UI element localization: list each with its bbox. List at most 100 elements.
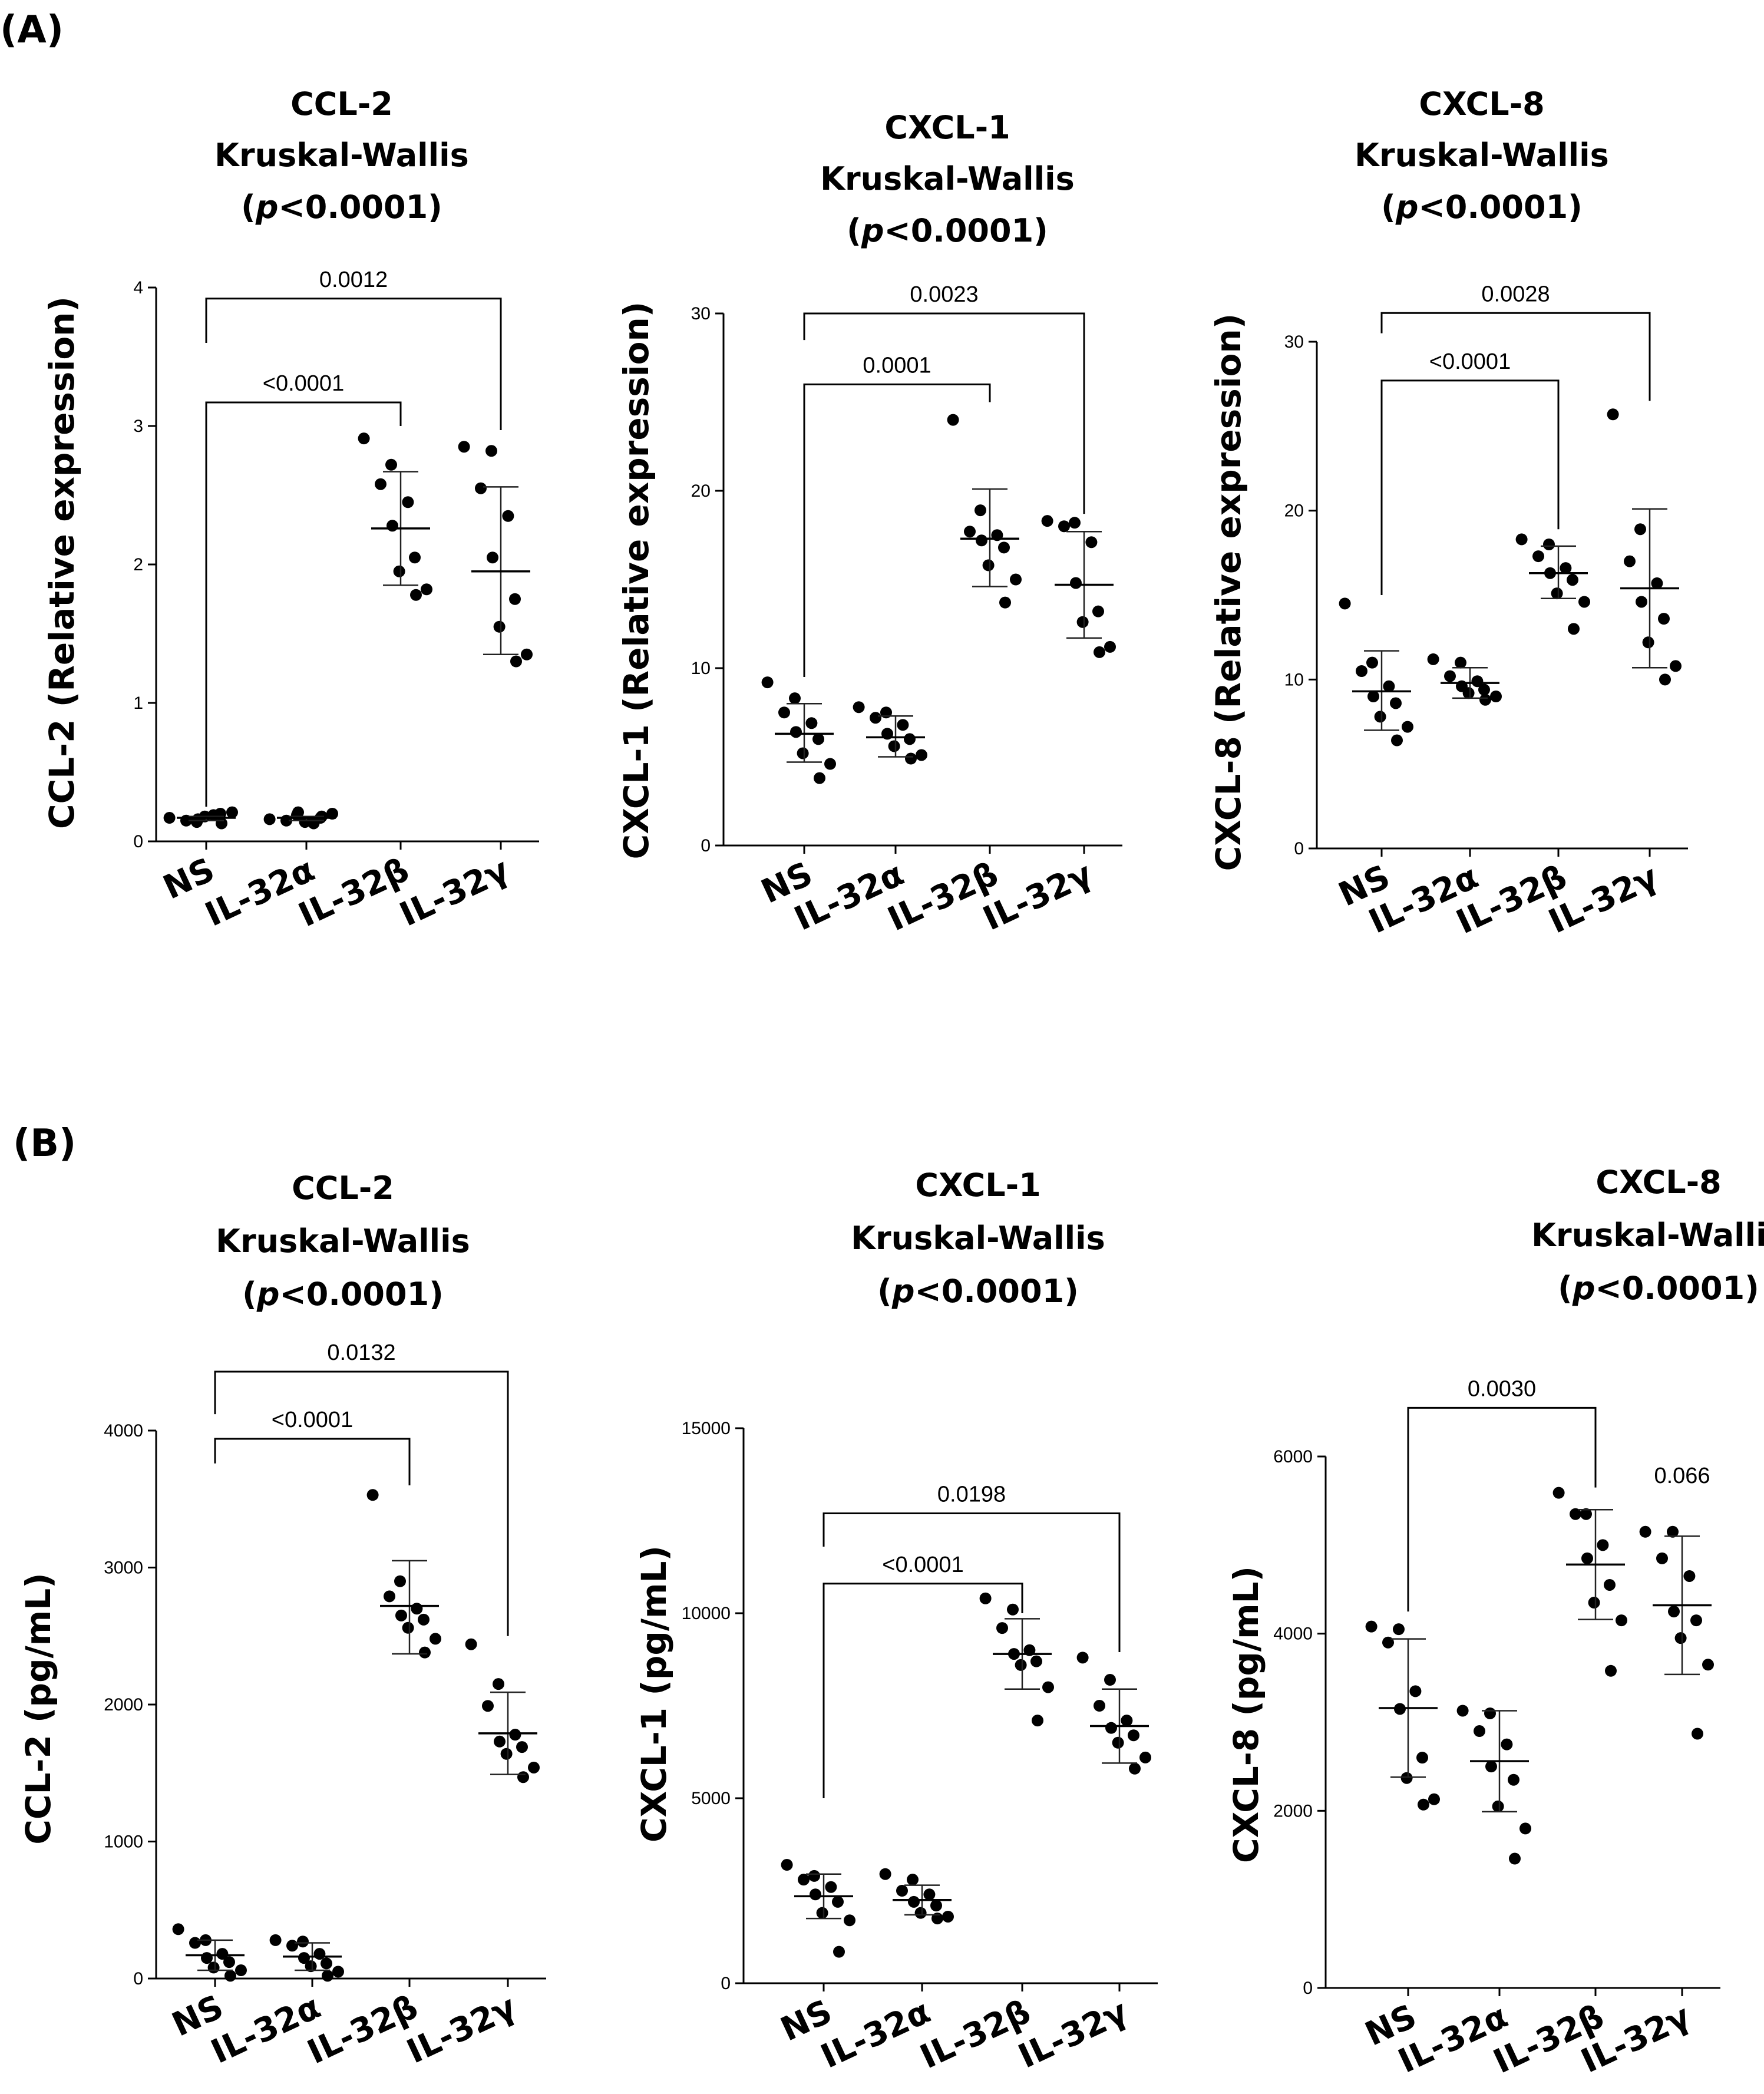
data-point [832, 1895, 844, 1908]
data-point [1642, 636, 1654, 649]
chart-title-line: CXCL-8 [1419, 85, 1544, 123]
chart-title-line: (p<0.0001) [1558, 1270, 1759, 1307]
data-point [409, 551, 421, 564]
y-axis-label: CXCL-1 (pg/mL) [634, 1545, 674, 1842]
data-point [1418, 1798, 1429, 1811]
significance-bracket [803, 383, 991, 678]
data-point [305, 1960, 317, 1973]
data-point [387, 520, 398, 532]
data-point [1560, 562, 1572, 574]
chart-title-line: Kruskal-Wallis [820, 160, 1075, 197]
x-category-label: IL-32β [882, 855, 1004, 939]
data-point [395, 1609, 407, 1621]
chart-title-line: (p<0.0001) [877, 1273, 1079, 1310]
p-value-label: 0.0198 [937, 1482, 1006, 1507]
p-value-label: 0.0028 [1481, 282, 1550, 306]
data-point [1639, 1525, 1651, 1538]
data-point [1032, 1715, 1043, 1727]
data-point [385, 458, 397, 471]
data-point [1690, 1614, 1702, 1627]
significance-bracket [214, 1370, 509, 1636]
data-point [942, 1910, 954, 1923]
x-category-label: IL-32α [815, 1993, 936, 2076]
data-point [870, 712, 881, 724]
data-point [979, 1592, 992, 1604]
chart-a-ccl2: CCL-2 Kruskal-Wallis (p<0.0001) 0 1 2 3 4 CCL-2 … [42, 85, 539, 934]
data-point [1692, 1728, 1703, 1740]
data-point [402, 496, 414, 508]
data-point [1076, 616, 1089, 628]
data-point [297, 1936, 309, 1948]
data-point [418, 1613, 430, 1626]
data-point [1515, 533, 1528, 546]
data-point [1634, 523, 1646, 536]
data-point [1007, 1603, 1019, 1616]
data-point [1104, 1674, 1116, 1686]
significance-bracket [214, 1438, 411, 1485]
data-point [1366, 656, 1378, 669]
chart-title-line: Kruskal-Wallis [1355, 137, 1609, 174]
data-point [1474, 1725, 1485, 1738]
chart-title-line: CXCL-1 [915, 1167, 1040, 1204]
y-tick-label: 30 [1284, 332, 1304, 352]
data-point [358, 432, 370, 445]
data-point [778, 706, 790, 719]
chart-title-line: (p<0.0001) [847, 212, 1048, 249]
y-axis-label: CCL-2 (Relative expression) [42, 296, 82, 829]
data-point [402, 1621, 414, 1634]
data-point [332, 1966, 344, 1978]
data-point [907, 1874, 919, 1886]
y-tick-label: 20 [691, 481, 711, 501]
data-point [1069, 517, 1081, 529]
data-point [897, 719, 909, 731]
chart-b-cxcl1: CXCL-1 Kruskal-Wallis (p<0.0001) 0 5000 10000… [634, 1167, 1158, 2076]
data-point [1519, 1822, 1531, 1835]
p-value-label: 0.0012 [319, 267, 388, 292]
data-point [947, 414, 959, 426]
data-point [419, 1646, 431, 1659]
data-point [1010, 573, 1022, 586]
data-point [914, 1907, 927, 1919]
data-point [905, 752, 917, 765]
chart-title-line: Kruskal-Wallis [214, 137, 469, 174]
p-value-label: 0.0023 [910, 282, 978, 307]
data-point [1659, 673, 1671, 686]
data-point [226, 806, 238, 818]
y-axis-label: CXCL-8 (Relative expression) [1208, 313, 1248, 871]
data-point [998, 541, 1010, 554]
panel-label-b: (B) [13, 1122, 76, 1165]
data-point [223, 1956, 235, 1969]
data-point [1094, 646, 1105, 658]
data-point [996, 1622, 1008, 1634]
data-point [216, 1948, 229, 1960]
data-point [216, 817, 227, 830]
y-tick-label: 0 [1303, 1979, 1313, 1998]
data-point [1580, 1508, 1592, 1520]
data-point [1581, 1552, 1593, 1564]
data-point [421, 583, 432, 596]
x-category-label: IL-32γ [394, 851, 515, 934]
data-point [1409, 1685, 1422, 1697]
chart-title-line: Kruskal-Wallis [851, 1220, 1105, 1257]
significance-bracket [822, 1512, 1121, 1652]
data-point [790, 726, 802, 738]
data-point [298, 1952, 310, 1964]
data-point [797, 747, 809, 759]
data-point [1597, 1539, 1609, 1551]
data-point [1391, 734, 1403, 747]
y-tick-label: 10 [691, 659, 711, 678]
data-point [375, 478, 387, 490]
data-point [1604, 1578, 1616, 1591]
data-point [789, 692, 801, 705]
data-point [493, 1678, 504, 1690]
data-point [808, 1870, 820, 1882]
data-point [1094, 1700, 1105, 1712]
data-point [430, 1633, 441, 1645]
data-point [1015, 1659, 1027, 1671]
chart-title-line: CCL-2 [292, 1170, 394, 1207]
data-point [1139, 1751, 1151, 1763]
data-point [1383, 680, 1395, 692]
data-point [326, 808, 338, 820]
chart-title-line: (p<0.0001) [242, 1276, 444, 1313]
